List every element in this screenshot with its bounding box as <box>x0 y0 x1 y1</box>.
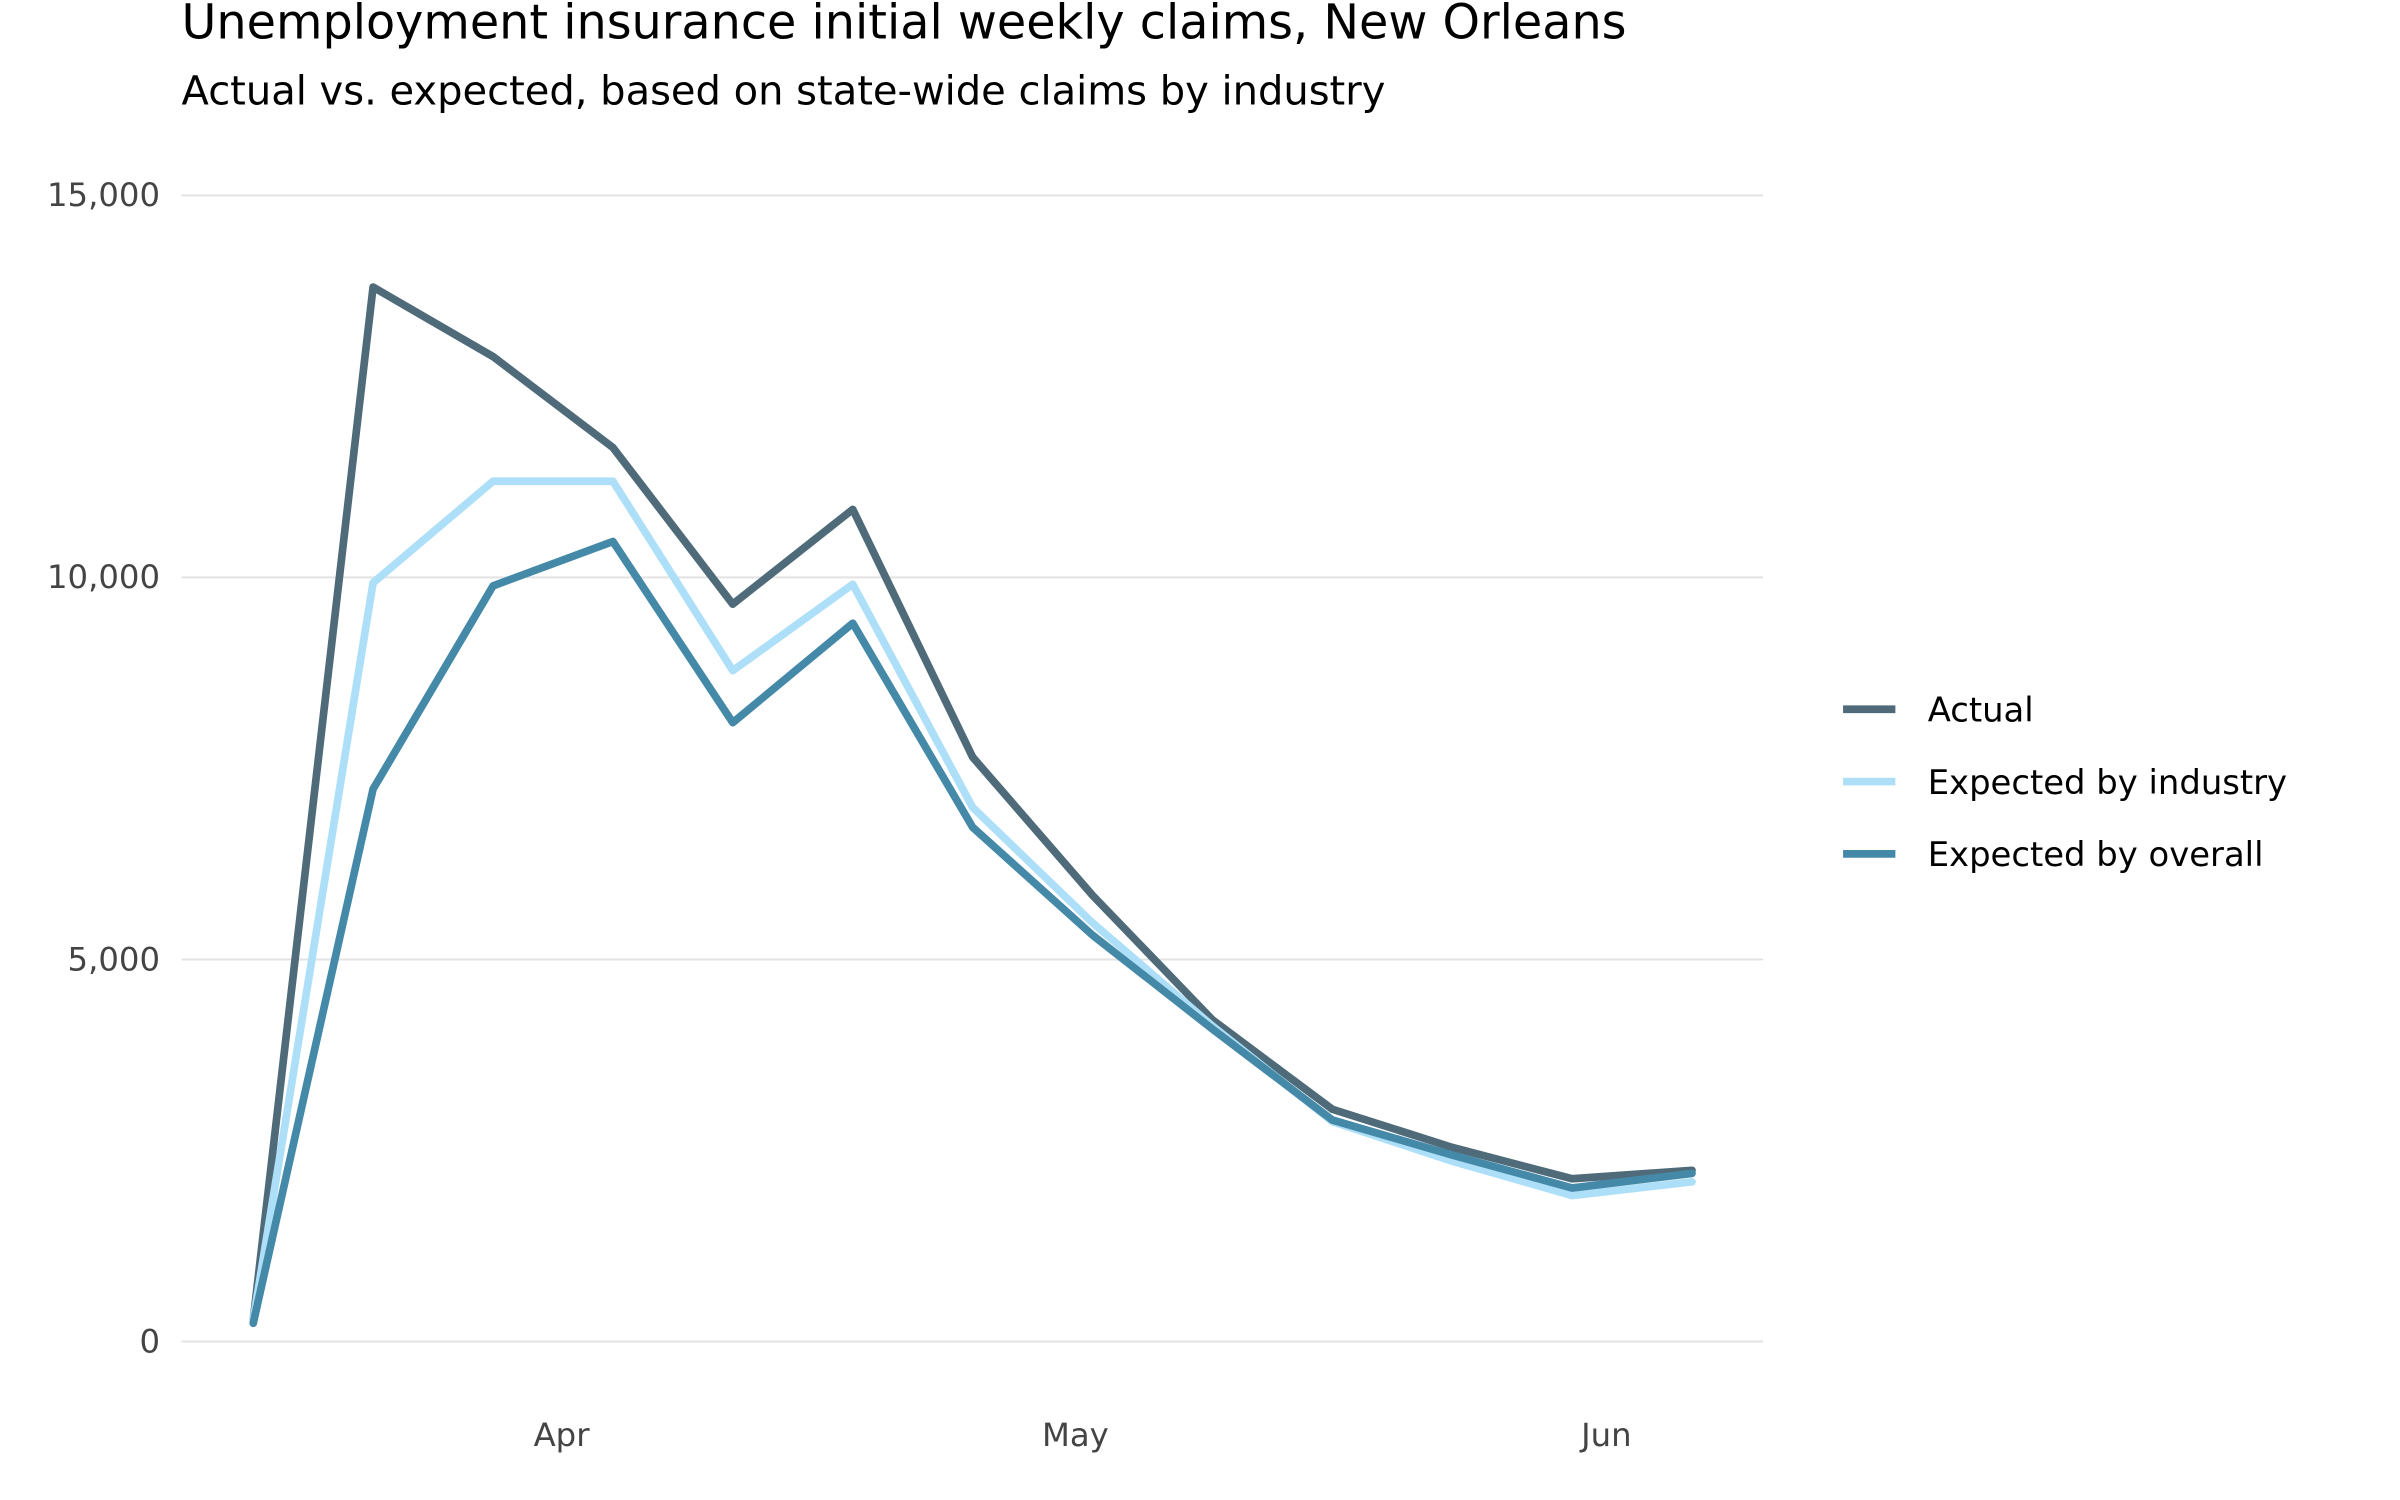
legend-label: Actual <box>1928 691 2034 730</box>
series-line-actual <box>249 283 1696 1324</box>
x-tick-label: Jun <box>1579 1416 1631 1454</box>
gridlines <box>181 194 1764 1343</box>
y-tick-label: 5,000 <box>68 940 160 978</box>
series-lines <box>249 283 1696 1328</box>
legend-label: Expected by overall <box>1928 835 2264 874</box>
chart-subtitle: Actual vs. expected, based on state-wide… <box>182 69 1386 115</box>
legend-label: Expected by industry <box>1928 763 2287 802</box>
y-tick-label: 0 <box>139 1322 160 1360</box>
y-tick-label: 10,000 <box>47 558 160 596</box>
x-tick-label: May <box>1042 1416 1109 1454</box>
x-tick-label: Apr <box>534 1416 591 1454</box>
series-line-expected-by-overall <box>249 537 1696 1328</box>
x-axis: Apr May Jun <box>534 1416 1632 1454</box>
series-line-expected-by-industry <box>249 477 1696 1324</box>
y-tick-label: 15,000 <box>47 176 160 214</box>
y-axis: 0 5,000 10,000 15,000 <box>47 176 160 1360</box>
chart-title: Unemployment insurance initial weekly cl… <box>182 0 1627 50</box>
legend: Actual Expected by industry Expected by ov… <box>1843 691 2287 874</box>
